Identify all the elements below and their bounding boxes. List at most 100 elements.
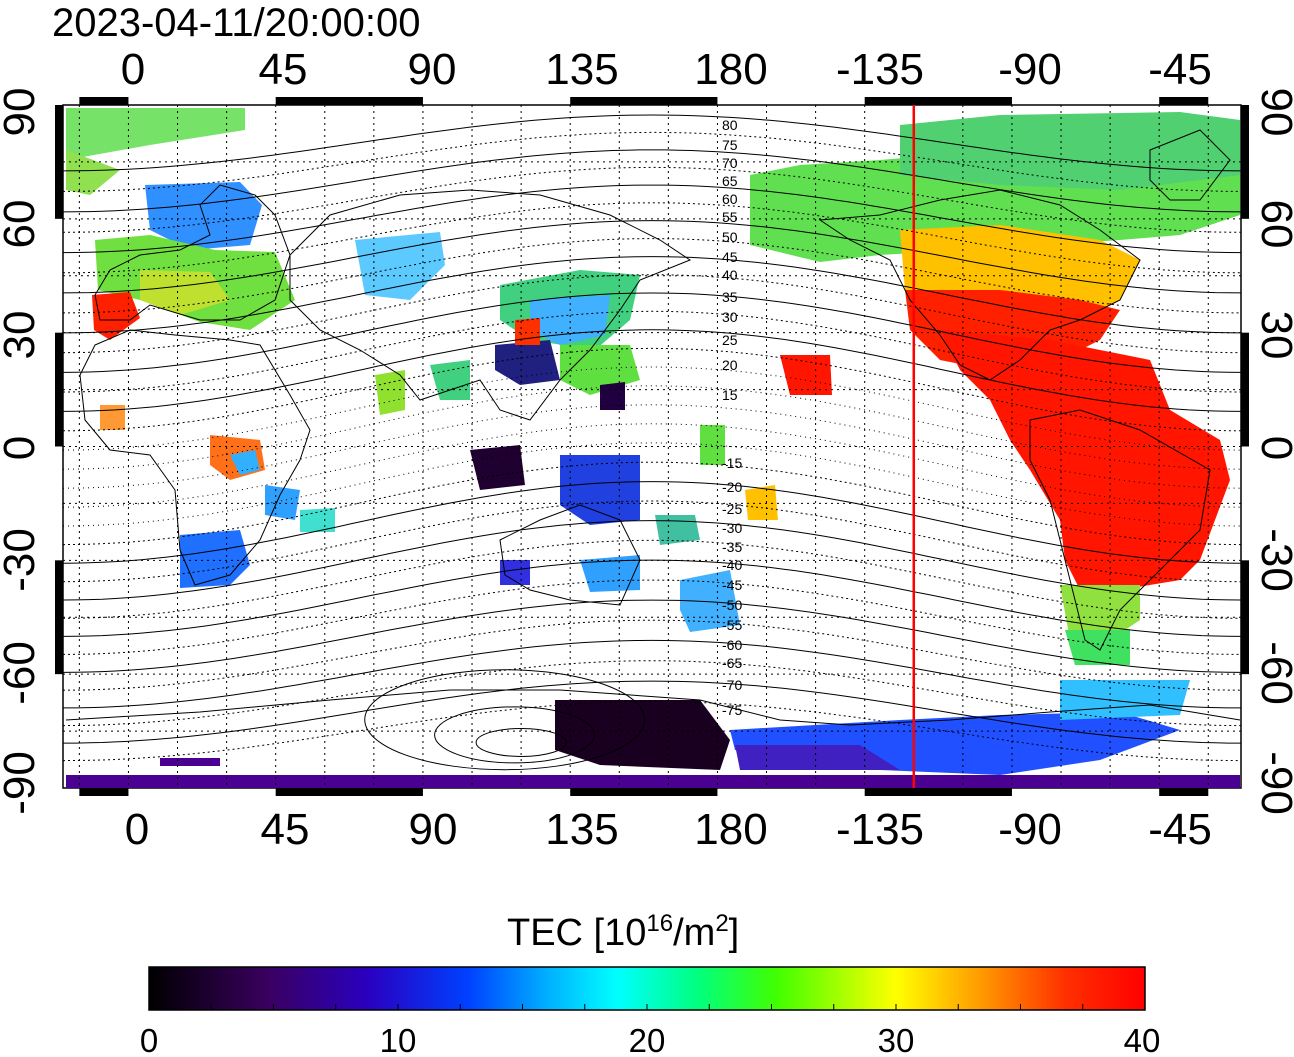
tec-data-layer — [66, 108, 1240, 788]
contour-label: -45 — [722, 577, 742, 593]
colorbar-tick-label: 20 — [629, 1022, 666, 1057]
border-bar-bottom — [570, 788, 718, 796]
contour-line — [63, 347, 1241, 432]
tick-label: -30 — [1252, 528, 1294, 592]
colorbar-tick-label: 40 — [1124, 1022, 1161, 1057]
contour-line — [63, 559, 1241, 637]
right-lat-ticks: 90 60 30 0 -30 -60 -90 — [1252, 88, 1294, 815]
border-bar-top — [275, 97, 423, 105]
tick-label: 0 — [1252, 436, 1294, 460]
contour-line — [63, 310, 1241, 393]
contour-label: 75 — [722, 137, 738, 153]
tick-label: 30 — [0, 311, 44, 360]
tick-label: -90 — [998, 805, 1062, 854]
timestamp: 2023-04-11/20:00:00 — [52, 1, 420, 45]
contour-line — [63, 599, 1241, 673]
bottom-lon-ticks: 0 45 90 135 180 -135 -90 -45 — [125, 805, 1212, 854]
contour-line — [63, 680, 1241, 744]
border-bar-left — [55, 332, 63, 447]
contour-label: -70 — [722, 677, 742, 693]
border-bar-left — [55, 560, 63, 675]
colorbar-title: TEC [1016/m2] — [507, 910, 739, 954]
contour-label: 50 — [722, 229, 738, 245]
contour-label: -35 — [722, 539, 742, 555]
border-bar-right — [1241, 332, 1249, 447]
tick-label: 90 — [409, 805, 458, 854]
contour-line — [63, 639, 1241, 709]
pole-contour — [475, 727, 567, 757]
tick-label: 135 — [545, 45, 618, 94]
contour-label: 80 — [722, 117, 738, 133]
contour-label: 55 — [722, 209, 738, 225]
tick-label: 180 — [694, 45, 767, 94]
border-bar-right — [1241, 105, 1249, 219]
tick-label: -45 — [1148, 805, 1212, 854]
border-bar-bottom — [275, 788, 423, 796]
colorbar-tick-label: 0 — [140, 1022, 158, 1057]
top-lon-ticks: 0 45 90 135 180 -135 -90 -45 — [121, 45, 1212, 94]
contour-line — [63, 520, 1241, 601]
contour-label: 15 — [722, 387, 738, 403]
contour-label: 65 — [722, 173, 738, 189]
contour-line — [63, 114, 1241, 172]
contour-label: -40 — [722, 557, 742, 573]
tick-label: 0 — [0, 436, 44, 460]
contour-label: 40 — [722, 267, 738, 283]
contour-label: 70 — [722, 155, 738, 171]
colorbar-tick-labels: 0 10 20 30 40 — [140, 1022, 1161, 1057]
contour-label: 25 — [722, 332, 738, 348]
contour-label: -25 — [722, 501, 742, 517]
contour-label: -75 — [722, 702, 742, 718]
contour-label: -55 — [722, 617, 742, 633]
contour-line — [63, 292, 1241, 373]
contour-labels-south: -15 -20 -25 -30 -35 -40 -45 -50 -55 -60 … — [722, 455, 742, 718]
tick-label: -60 — [1252, 641, 1294, 705]
tick-label: -135 — [836, 805, 924, 854]
contour-label: 35 — [722, 289, 738, 305]
colorbar: TEC [1016/m2] 0 10 20 30 40 — [140, 910, 1161, 1057]
contour-line — [63, 220, 1241, 294]
tick-label: -135 — [836, 45, 924, 94]
coastlines — [65, 129, 1241, 726]
contour-label: 60 — [722, 191, 738, 207]
contour-label: -65 — [722, 655, 742, 671]
contour-label: -50 — [722, 597, 742, 613]
contour-line — [63, 619, 1241, 691]
border-bar-top — [1159, 97, 1209, 105]
tick-label: 90 — [0, 88, 44, 137]
left-lat-ticks: 90 60 30 0 -30 -60 -90 — [0, 88, 44, 815]
tick-label: -90 — [0, 751, 44, 815]
tick-label: 60 — [1252, 200, 1294, 249]
pole-contour — [434, 706, 596, 764]
contour-line — [63, 539, 1241, 619]
border-bar-bottom — [1159, 788, 1209, 796]
tick-label: 135 — [545, 805, 618, 854]
tick-label: 90 — [1252, 88, 1294, 137]
contour-label: -30 — [722, 520, 742, 536]
colorbar-scale — [148, 966, 1146, 1011]
pole-contour — [364, 669, 646, 771]
border-bar-right — [1241, 560, 1249, 675]
tick-label: 60 — [0, 200, 44, 249]
tick-label: -90 — [1252, 751, 1294, 815]
border-bar-top — [79, 97, 129, 105]
contour-line — [63, 461, 1241, 546]
border-bar-top — [570, 97, 718, 105]
colorbar-tick-label: 10 — [380, 1022, 417, 1057]
map-panel: 80 75 70 65 60 55 50 45 40 35 30 25 20 1… — [0, 45, 1294, 854]
border-bar-bottom — [79, 788, 129, 796]
magnetic-contours — [63, 114, 1241, 771]
contour-line — [63, 202, 1241, 274]
tick-label: 90 — [408, 45, 457, 94]
contour-line — [63, 149, 1241, 213]
border-bar-left — [55, 105, 63, 219]
contour-line — [63, 184, 1241, 254]
contour-label: -15 — [722, 455, 742, 471]
border-bar-top — [864, 97, 1012, 105]
colorbar-tick-label: 30 — [878, 1022, 915, 1057]
contour-label: -60 — [722, 637, 742, 653]
tick-label: 0 — [121, 45, 145, 94]
tick-label: 180 — [694, 805, 767, 854]
tick-label: 45 — [259, 45, 308, 94]
contour-line — [63, 256, 1241, 334]
